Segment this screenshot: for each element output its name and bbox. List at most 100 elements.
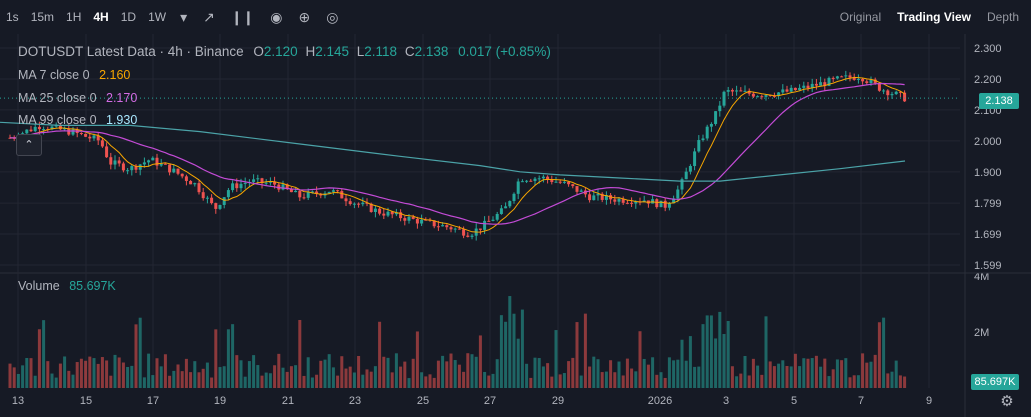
candle-body <box>130 166 134 171</box>
volume-bar <box>457 364 461 388</box>
interval-1w[interactable]: 1W <box>148 10 167 24</box>
candle-body <box>877 83 881 91</box>
candle-body <box>600 193 604 200</box>
interval-1s[interactable]: 1s <box>6 10 19 24</box>
candle-body <box>235 183 239 189</box>
candle-body <box>558 181 562 183</box>
candle-body <box>709 123 713 127</box>
volume-bar <box>558 374 562 388</box>
volume-bar <box>688 336 692 388</box>
candle-body <box>684 171 688 180</box>
interval-15m[interactable]: 15m <box>30 10 55 24</box>
candle-body <box>340 191 344 199</box>
interval-1h[interactable]: 1H <box>66 10 82 24</box>
settings-icon[interactable]: ◎ <box>326 8 339 25</box>
price-chart[interactable]: 2.3002.2002.1002.0001.9001.7991.6991.599… <box>0 34 1031 417</box>
interval-4h[interactable]: 4H <box>93 10 109 24</box>
candles-icon[interactable]: ❙❙ <box>230 8 255 25</box>
volume-bar <box>247 361 251 388</box>
volume-bar <box>852 375 856 388</box>
interval-1d[interactable]: 1D <box>120 10 137 24</box>
volume-bar <box>693 366 697 388</box>
volume-bar <box>226 329 230 388</box>
volume-bar <box>819 366 823 388</box>
candle-body <box>571 184 575 187</box>
add-icon[interactable]: ⊕ <box>298 8 311 25</box>
volume-bar <box>151 375 155 388</box>
candle-body <box>117 160 121 164</box>
volume-bar <box>436 360 440 388</box>
volume-bar <box>533 357 537 388</box>
volume-bar <box>890 371 894 388</box>
chart-settings-icon[interactable]: ⚙ <box>1000 393 1014 410</box>
price-axis-tick: 2.000 <box>974 136 1002 148</box>
candle-body <box>142 162 146 165</box>
candle-body <box>886 90 890 96</box>
volume-bar <box>760 374 764 388</box>
candle-body <box>432 220 436 227</box>
candle-body <box>172 168 176 173</box>
indicators-icon[interactable]: ↗ <box>203 8 215 25</box>
camera-icon[interactable]: ◉ <box>270 8 283 25</box>
volume-bar <box>352 372 356 388</box>
chevron-down-icon[interactable]: ▾ <box>180 8 188 25</box>
volume-bar <box>357 356 361 388</box>
volume-bar <box>67 370 71 388</box>
volume-bar <box>75 362 79 388</box>
volume-bar <box>655 374 659 388</box>
volume-bar <box>835 359 839 388</box>
volume-bar <box>709 315 713 388</box>
volume-bar <box>310 377 314 388</box>
candle-body <box>218 204 222 209</box>
candle-body <box>596 193 600 196</box>
candle-body <box>189 180 193 185</box>
volume-bar <box>420 372 424 388</box>
volume-bar <box>722 334 726 388</box>
candle-body <box>529 180 533 182</box>
symbol-title: DOTUSDT Latest Data · 4h · Binance <box>18 44 244 59</box>
ma7-line <box>9 76 905 233</box>
candle-body <box>550 179 554 183</box>
volume-bar <box>105 360 109 388</box>
volume-bar <box>46 361 50 388</box>
volume-bar <box>856 375 860 388</box>
volume-bar <box>613 372 617 388</box>
price-axis-tick: 2.300 <box>974 43 1002 55</box>
volume-bar <box>407 378 411 388</box>
view-depth[interactable]: Depth <box>986 10 1019 24</box>
candle-body <box>604 195 608 200</box>
volume-bar <box>630 368 634 388</box>
price-axis-tick: 2.200 <box>974 74 1002 86</box>
volume-bar <box>25 358 29 388</box>
volume-bar <box>575 322 579 388</box>
volume-bar <box>100 357 104 388</box>
volume-bar <box>399 366 403 388</box>
candle-body <box>831 77 835 79</box>
volume-bar <box>113 354 117 388</box>
volume-bar <box>336 375 340 388</box>
ma25-legend: MA 25 close 0 2.170 <box>18 91 137 105</box>
date-axis-tick: 29 <box>552 395 564 407</box>
volume-bar <box>621 375 625 388</box>
close-value: 2.138 <box>414 44 449 59</box>
volume-bar <box>831 369 835 388</box>
candle-body <box>457 228 461 230</box>
ma7-legend: MA 7 close 0 2.160 <box>18 68 130 82</box>
candle-body <box>105 146 109 158</box>
volume-bar <box>193 361 197 388</box>
candle-body <box>243 182 247 184</box>
candle-body <box>537 178 541 180</box>
high-label: H <box>305 44 316 59</box>
volume-bar <box>680 339 684 388</box>
view-original[interactable]: Original <box>839 10 882 24</box>
collapse-legend-button[interactable]: ⌃ <box>16 134 42 156</box>
volume-bar <box>373 366 377 388</box>
candle-body <box>823 82 827 86</box>
volume-bar <box>315 374 319 388</box>
ma25-line <box>9 82 905 225</box>
candle-body <box>197 183 201 193</box>
candle-body <box>579 190 583 192</box>
view-trading-view[interactable]: Trading View <box>897 10 971 24</box>
candle-body <box>264 182 268 184</box>
low-label: L <box>356 44 365 59</box>
